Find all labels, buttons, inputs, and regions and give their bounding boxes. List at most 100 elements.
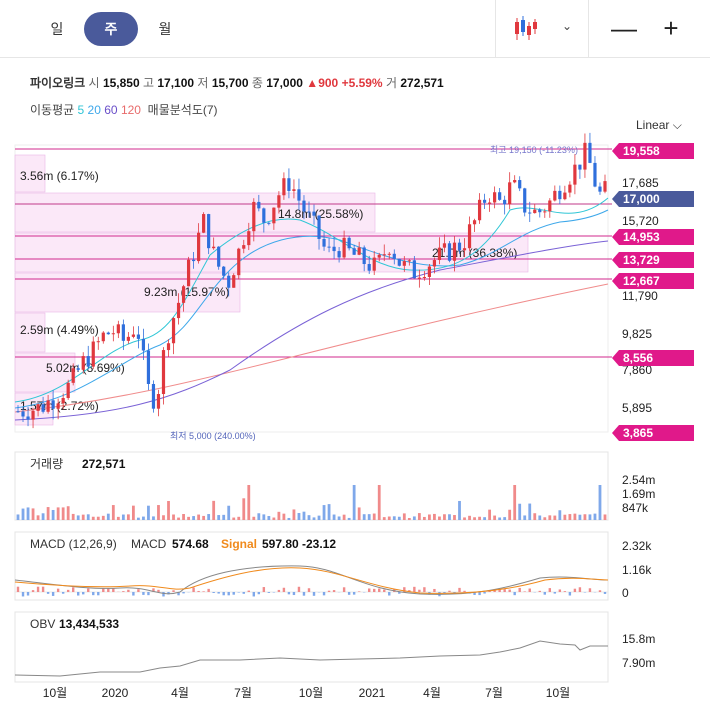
- volume-bar: [317, 515, 321, 520]
- macd-histogram-bar: [383, 589, 386, 592]
- macd-histogram-bar: [212, 592, 215, 593]
- tab-day[interactable]: 일: [50, 21, 64, 37]
- volume-bar: [46, 507, 50, 520]
- macd-histogram-bar: [297, 586, 301, 592]
- volume-bar: [478, 516, 481, 520]
- volume-bar: [106, 513, 110, 520]
- macd-histogram-bar: [367, 588, 371, 592]
- volume-bar: [242, 498, 246, 520]
- candle-body: [106, 332, 110, 335]
- candle-body: [302, 200, 306, 212]
- price-badge: [612, 273, 694, 289]
- candle-body: [141, 338, 146, 351]
- volume-bar: [26, 507, 30, 520]
- volume-bar: [548, 515, 552, 520]
- zoom-in-button[interactable]: +: [663, 13, 679, 43]
- macd-histogram-bar: [127, 589, 130, 592]
- price-badge-label: 19,558: [623, 144, 660, 158]
- volume-bar: [563, 514, 567, 520]
- macd-histogram-bar: [247, 590, 250, 592]
- volume-bar: [352, 485, 356, 520]
- candle-body: [447, 243, 452, 261]
- volume-bar: [573, 513, 577, 520]
- macd-histogram-bar: [41, 586, 45, 592]
- macd-histogram-bar: [71, 587, 75, 592]
- chevron-down-icon[interactable]: ⌄: [562, 19, 573, 33]
- candle-body: [46, 400, 50, 412]
- volume-bar: [417, 513, 421, 520]
- price-badge: [612, 191, 694, 207]
- macd-histogram-bar: [217, 592, 220, 594]
- candle-body: [186, 259, 191, 287]
- candle-body: [202, 214, 206, 233]
- macd-histogram-bar: [493, 589, 496, 592]
- volume-bar: [392, 516, 396, 520]
- volume-bar: [287, 517, 291, 520]
- macd-histogram-bar: [172, 590, 175, 592]
- candle-body: [136, 334, 141, 339]
- macd-histogram-bar: [92, 592, 95, 596]
- volume-profile-label: 5.02m (8.69%): [46, 361, 125, 375]
- volume-tick: 1.69m: [622, 487, 655, 501]
- macd-histogram-bar: [403, 587, 406, 592]
- tab-week[interactable]: 주: [84, 12, 138, 46]
- volume-bar: [473, 517, 476, 520]
- volume-bar: [192, 516, 195, 520]
- candle-body: [207, 214, 211, 249]
- quote-line: 파이오링크 시 15,850 고 17,100 저 15,700 종 17,00…: [30, 74, 444, 91]
- ma20-line: [14, 209, 609, 409]
- volume-bar: [357, 507, 361, 520]
- volume-profile-label: 14.8m (25.58%): [278, 207, 363, 221]
- candle-body: [222, 266, 226, 276]
- macd-histogram-bar: [112, 588, 115, 592]
- macd-histogram-bar: [453, 592, 456, 594]
- macd-histogram-bar: [468, 592, 471, 594]
- chart-type-button[interactable]: [510, 14, 580, 44]
- candle-body: [588, 142, 592, 163]
- volume-panel-value: 272,571: [82, 457, 126, 471]
- candle-body: [116, 324, 120, 334]
- candle-body: [171, 318, 176, 344]
- macd-histogram-bar: [257, 592, 261, 595]
- macd-histogram-bar: [398, 592, 401, 594]
- macd-histogram-bar: [292, 592, 296, 596]
- macd-histogram-bar: [573, 588, 577, 592]
- candle-body: [482, 199, 487, 203]
- main-panel-frame: [14, 144, 609, 433]
- candle-body: [462, 248, 467, 251]
- macd-histogram-bar: [192, 587, 195, 592]
- macd-histogram-bar: [107, 588, 110, 592]
- volume-bar: [553, 515, 557, 520]
- zoom-out-button[interactable]: —: [611, 13, 637, 43]
- macd-histogram-bar: [588, 588, 592, 592]
- macd-histogram-bar: [433, 588, 436, 592]
- low-marker: 최저 5,000 (240.00%): [170, 431, 256, 441]
- price-badge: [612, 350, 694, 366]
- macd-histogram-bar: [312, 592, 316, 596]
- candle-body: [442, 243, 447, 248]
- candle-body: [176, 302, 181, 319]
- volume-bar: [282, 513, 286, 520]
- volume-profile-label: 2.59m (4.49%): [20, 323, 99, 337]
- volume-bar: [538, 515, 542, 520]
- indicator-panel-frame: [14, 531, 609, 601]
- macd-histogram-bar: [523, 591, 526, 592]
- scale-mode-button[interactable]: Linear ⌵: [636, 118, 682, 133]
- volume-bar: [603, 514, 607, 520]
- volume-bar: [503, 517, 507, 520]
- macd-histogram-bar: [277, 589, 281, 592]
- macd-histogram-bar: [307, 588, 311, 592]
- tab-month[interactable]: 월: [158, 21, 172, 37]
- volume-bar: [362, 514, 366, 520]
- volume-profile-bar: [14, 154, 46, 193]
- volume-tick: 2.54m: [622, 473, 655, 487]
- toolbar-divider: [495, 0, 496, 58]
- volume-bar: [277, 511, 281, 520]
- macd-histogram-bar: [242, 592, 245, 594]
- macd-histogram-bar: [558, 589, 562, 592]
- volume-bar: [367, 514, 371, 520]
- volume-bar: [167, 500, 170, 520]
- candle-body: [528, 212, 532, 214]
- candle-body: [472, 220, 477, 225]
- macd-histogram-bar: [142, 592, 145, 595]
